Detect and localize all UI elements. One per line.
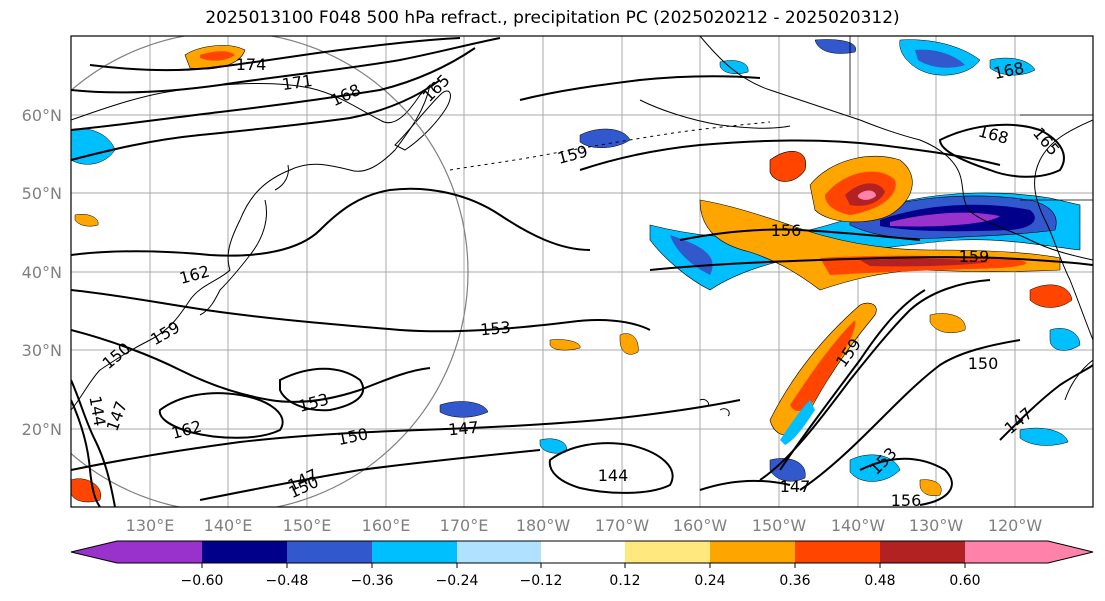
colorbar-cell [287,541,372,563]
contour-label: 159 [959,247,990,266]
colorbar-cell [541,541,625,563]
contour-label: 144 [598,466,629,485]
colorbar-cell [202,541,287,563]
colorbar-tick: 0.12 [609,573,640,589]
lat-label: 60°N [22,106,62,125]
colorbar-cell [71,541,117,563]
lon-label: 160°W [673,516,728,535]
contour-label: 147 [447,418,479,440]
colorbar-cell [880,541,965,563]
lon-label: 150°E [283,516,332,535]
colorbar-cell [1048,541,1093,563]
coastlines [71,36,1093,417]
colorbar-tick: −0.24 [436,573,479,589]
lat-label: 30°N [22,341,62,360]
page-title: 2025013100 F048 500 hPa refract., precip… [205,8,900,28]
lon-label: 130°W [909,516,964,535]
lat-label: 20°N [22,420,62,439]
lat-label: 40°N [22,263,62,282]
colorbar-tick: 0.60 [949,573,980,589]
colorbar-cell [457,541,541,563]
colorbar-cell [795,541,880,563]
colorbar-cell [625,541,710,563]
lon-label: 140°E [204,516,253,535]
lon-label: 170°W [595,516,650,535]
colorbar-tick: 0.24 [694,573,725,589]
contour-label: 150 [968,354,999,373]
contour-label: 156 [891,491,922,510]
lon-label: 180°W [516,516,571,535]
lon-label: 130°E [126,516,175,535]
colorbar-cell [965,541,1048,563]
contour-label: 147 [780,477,811,496]
lon-label: 120°W [988,516,1043,535]
lon-label: 170°E [440,516,489,535]
analysis-circle [71,36,469,507]
refractivity-contours [71,37,1093,507]
contour-label: 171 [281,71,314,94]
colorbar-tick: −0.36 [351,573,394,589]
colorbar-cell [117,541,202,563]
colorbar: −0.60 −0.48 −0.36 −0.24 −0.12 0.12 0.24 … [70,540,1094,589]
contour-label: 156 [771,221,802,240]
colorbar-tick: −0.12 [520,573,563,589]
colorbar-outline [70,540,1094,564]
lon-label: 140°W [831,516,886,535]
colorbar-tick: 0.48 [864,573,895,589]
colorbar-cell [372,541,457,563]
colorbar-tick: 0.36 [779,573,810,589]
contour-label: 153 [479,318,511,340]
map-frame [70,35,1094,508]
colorbar-tick: −0.60 [181,573,224,589]
map-panel [70,35,1094,508]
lon-label: 150°W [752,516,807,535]
latitude-labels: 60°N 50°N 40°N 30°N 20°N [22,106,62,439]
longitude-labels: 130°E 140°E 150°E 160°E 170°E 180°W 170°… [126,516,1043,535]
contour-label: 174 [236,55,267,74]
precip-shading [71,39,1081,503]
lat-label: 50°N [22,184,62,203]
colorbar-cell [710,541,795,563]
lon-label: 160°E [362,516,411,535]
colorbar-tick: −0.48 [266,573,309,589]
